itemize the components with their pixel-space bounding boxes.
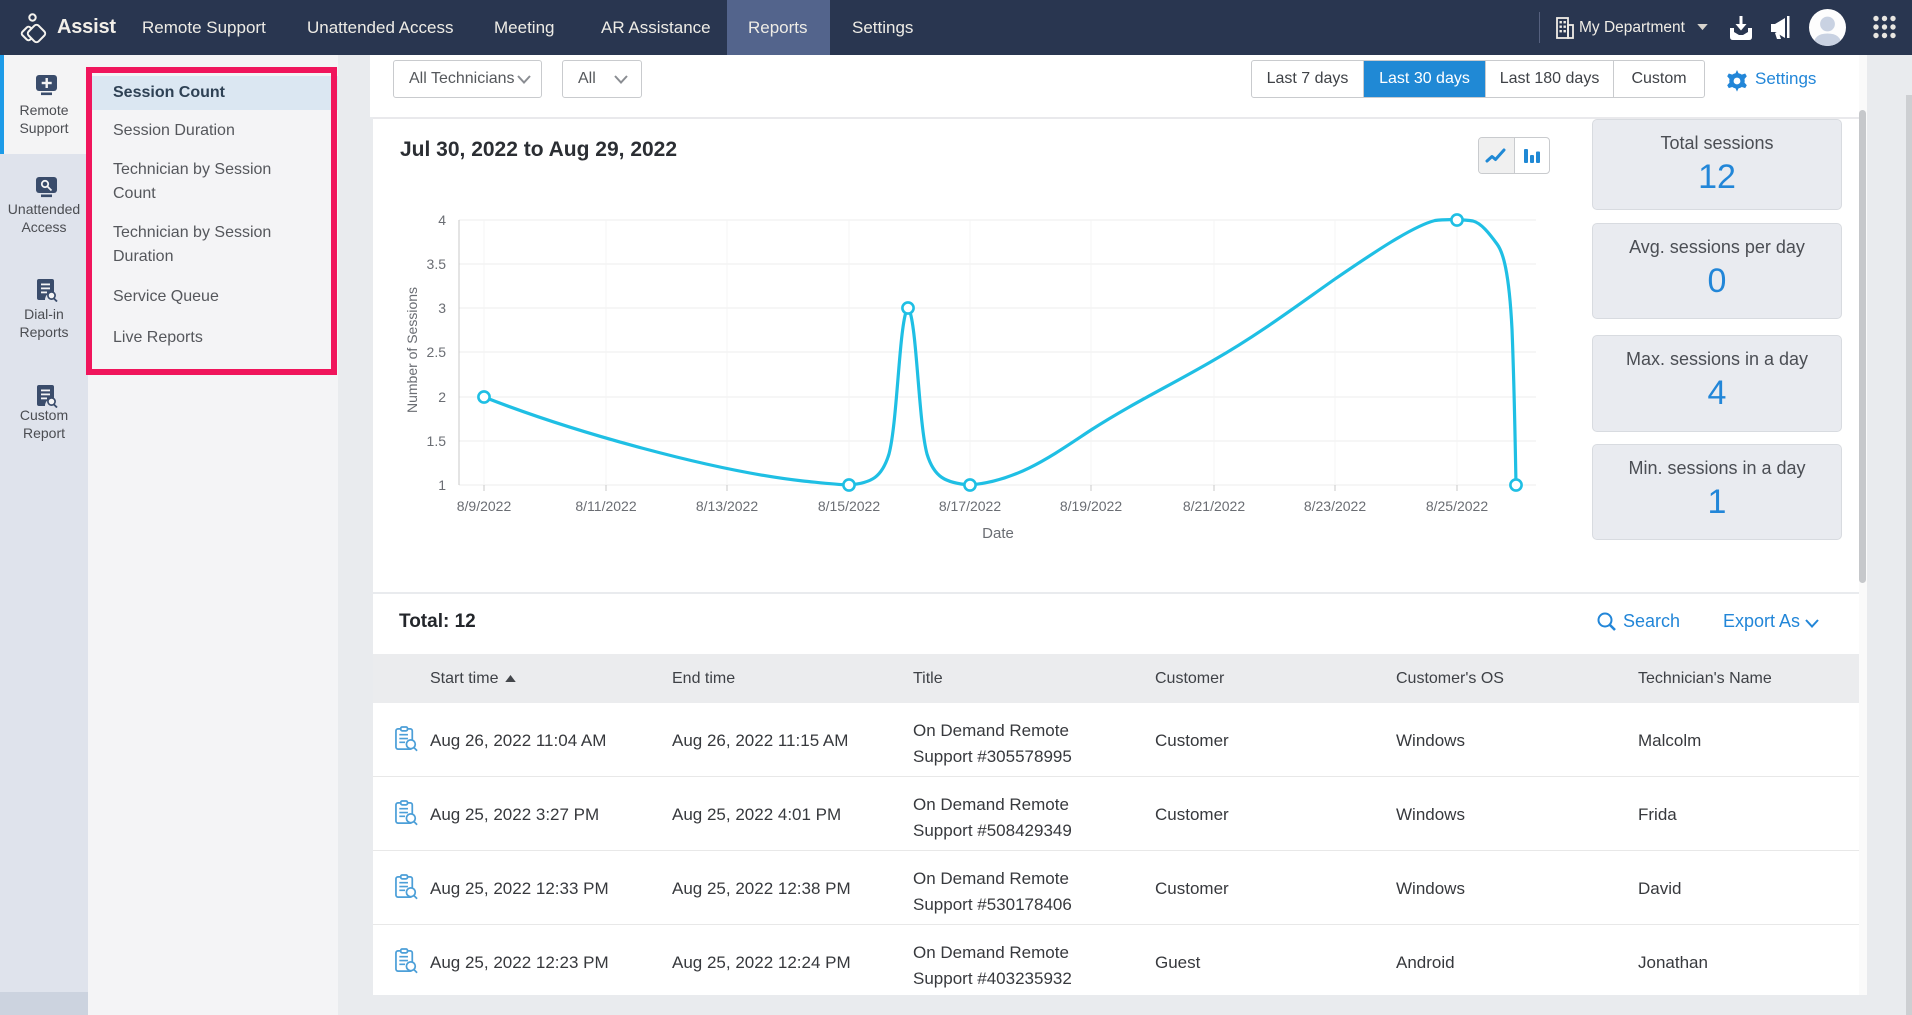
svg-text:8/23/2022: 8/23/2022 — [1304, 498, 1366, 514]
svg-text:1: 1 — [438, 477, 446, 493]
svg-text:1.5: 1.5 — [427, 433, 447, 449]
svg-text:2: 2 — [438, 389, 446, 405]
svg-text:8/25/2022: 8/25/2022 — [1426, 498, 1488, 514]
svg-text:3: 3 — [438, 300, 446, 316]
svg-text:8/19/2022: 8/19/2022 — [1060, 498, 1122, 514]
svg-text:8/9/2022: 8/9/2022 — [457, 498, 512, 514]
svg-text:Number of Sessions: Number of Sessions — [404, 287, 420, 413]
svg-text:8/15/2022: 8/15/2022 — [818, 498, 880, 514]
svg-text:4: 4 — [438, 212, 446, 228]
svg-text:2.5: 2.5 — [427, 344, 447, 360]
svg-text:3.5: 3.5 — [427, 256, 447, 272]
svg-text:8/11/2022: 8/11/2022 — [575, 498, 636, 514]
svg-text:8/21/2022: 8/21/2022 — [1183, 498, 1245, 514]
svg-text:Date: Date — [982, 525, 1014, 542]
svg-text:8/13/2022: 8/13/2022 — [696, 498, 758, 514]
svg-text:8/17/2022: 8/17/2022 — [939, 498, 1001, 514]
